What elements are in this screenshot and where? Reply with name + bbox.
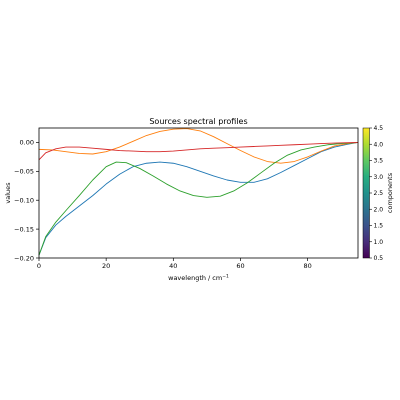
x-axis-label-text: wavelength / cm: [168, 274, 222, 282]
colorbar-tick-label: 0.5: [374, 255, 384, 262]
series-line-2: [38, 128, 359, 164]
colorbar-tick-label: 1.5: [374, 223, 384, 230]
colorbar-tick-label: 2.5: [374, 190, 384, 197]
x-tick-label: 20: [102, 262, 110, 270]
x-tick-label: 60: [236, 262, 244, 270]
x-tick-label: 0: [37, 262, 41, 270]
y-axis: 0.00 −0.05 −0.10 −0.15 −0.20: [14, 139, 39, 262]
colorbar-tick-label: 3.5: [374, 158, 384, 165]
y-axis-label: values: [4, 182, 12, 204]
colorbar-label: components: [386, 172, 394, 213]
plot-area: 0.00 −0.05 −0.10 −0.15 −0.20 0 20 40 60 80: [14, 127, 359, 270]
plot-frame: [38, 127, 359, 259]
series-line-3: [38, 141, 359, 256]
colorbar-gradient: [362, 127, 370, 259]
series-line-1: [38, 141, 359, 256]
x-axis-label-sup: −1: [222, 274, 229, 280]
y-tick-label: −0.10: [14, 197, 34, 205]
y-tick-label: −0.05: [14, 168, 34, 176]
colorbar-tick-label: 4.5: [374, 125, 384, 132]
x-tick-label: 40: [169, 262, 177, 270]
colorbar-tick-label: 1.0: [374, 239, 384, 246]
y-tick-label: −0.15: [14, 225, 34, 233]
y-tick-label: 0.00: [20, 139, 34, 147]
x-axis-label: wavelength / cm−1: [168, 274, 229, 283]
y-tick-label: −0.20: [14, 254, 34, 262]
chart-title: Sources spectral profiles: [149, 117, 247, 126]
colorbar-tick-label: 4.0: [374, 141, 384, 148]
series-layer: [38, 128, 359, 256]
colorbar-tick-label: 3.0: [374, 174, 384, 181]
colorbar: 0.5 1.0 1.5 2.0 2.5 3.0 3.5 4.0 4.5 components: [362, 125, 394, 262]
x-axis: 0 20 40 60 80: [37, 258, 312, 270]
colorbar-tick-label: 2.0: [374, 206, 384, 213]
colorbar-ticks: 0.5 1.0 1.5 2.0 2.5 3.0 3.5 4.0 4.5: [369, 125, 384, 262]
series-line-4: [38, 141, 359, 161]
x-tick-label: 80: [303, 262, 311, 270]
